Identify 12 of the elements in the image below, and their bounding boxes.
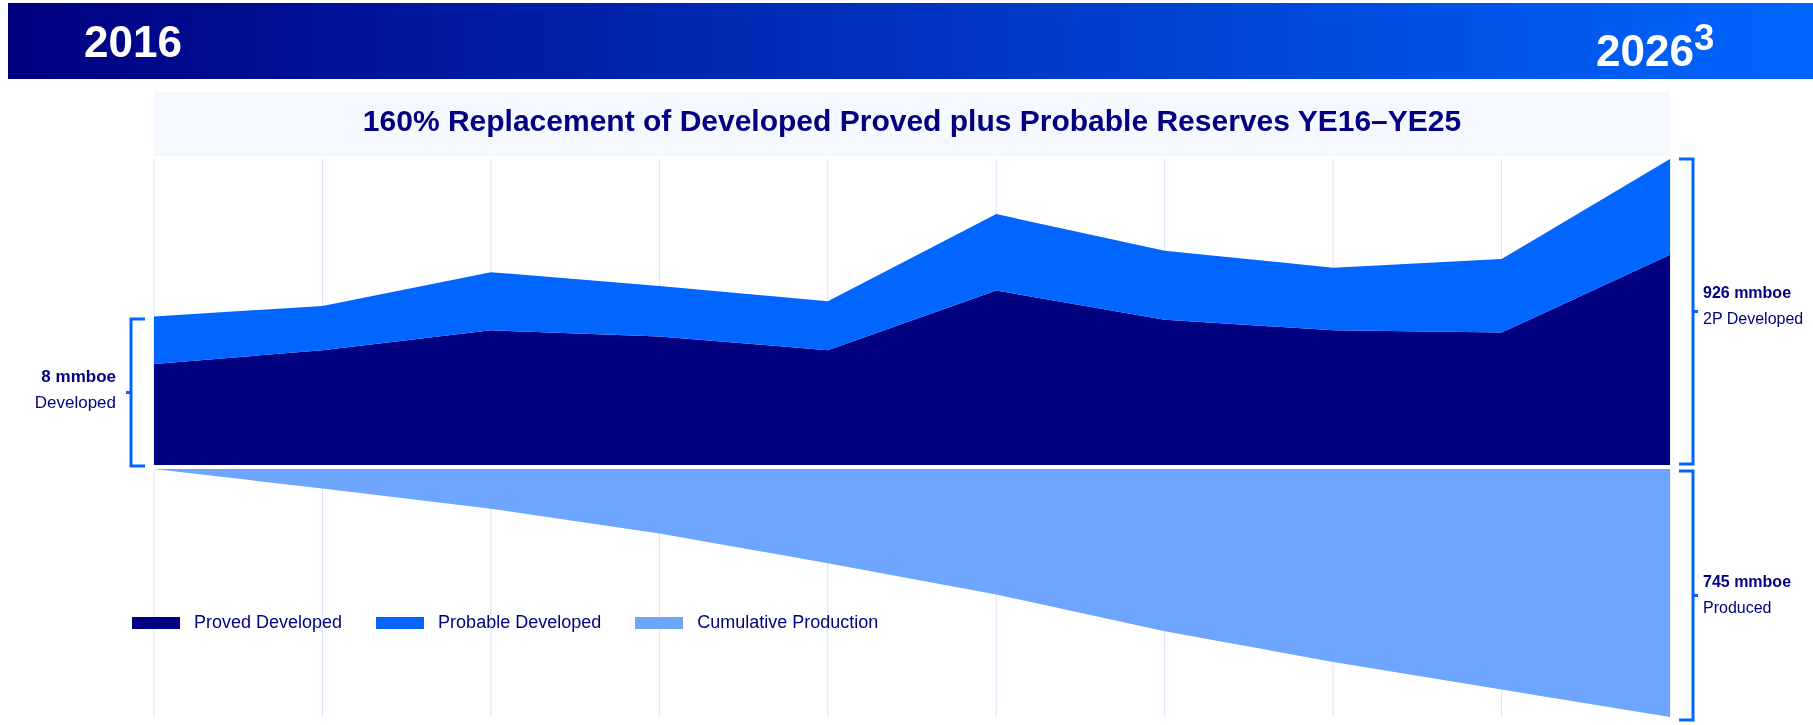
chart-title: 160% Replacement of Developed Proved plus Probable Reserves YE16–YE25 bbox=[361, 104, 1463, 138]
annotation: 745 mmboe bbox=[1703, 573, 1792, 591]
text: 2026$^{3}$ bbox=[1596, 17, 1715, 76]
annotation: 8 mmboe bbox=[41, 367, 116, 387]
annotation: 926 mmboe bbox=[1703, 284, 1792, 302]
legend-label: Proved Developed bbox=[194, 612, 343, 633]
legend-label: Cumulative Production bbox=[697, 612, 879, 633]
legend-label: Probable Developed bbox=[438, 612, 602, 633]
annotation: 2P Developed bbox=[1703, 310, 1804, 328]
text: 2016 bbox=[84, 17, 182, 67]
annotation: Produced bbox=[1703, 599, 1772, 617]
annotation: Developed bbox=[34, 393, 116, 413]
